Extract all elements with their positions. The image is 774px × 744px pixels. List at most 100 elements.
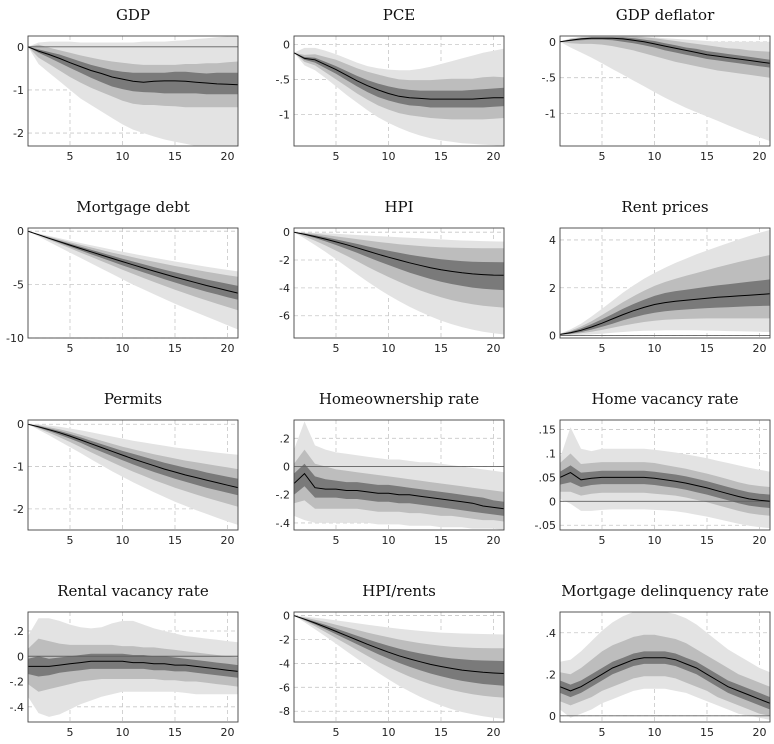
panel-10: 5 10 15 20 0 -2 -4 -6 -8 HPI/rents	[279, 582, 505, 739]
y-tick-label: .2	[546, 668, 557, 681]
y-tick-label: -1	[545, 108, 556, 121]
x-tick-label: 20	[221, 342, 235, 355]
x-tick-label: 5	[599, 726, 606, 739]
band-68-area	[560, 465, 770, 508]
x-tick-label: 20	[753, 726, 767, 739]
axes-frame	[559, 611, 771, 723]
axes-frame	[559, 419, 771, 531]
x-tick-label: 10	[382, 342, 396, 355]
x-tick-label: 20	[487, 534, 501, 547]
x-tick-label: 20	[487, 726, 501, 739]
panel-title: Mortgage debt	[76, 198, 190, 216]
y-tick-label: -1	[13, 84, 24, 97]
axes-frame	[27, 611, 239, 723]
y-tick-label: -.4	[10, 701, 24, 714]
x-tick-label: 10	[382, 534, 396, 547]
plot-area	[560, 229, 770, 337]
y-tick-label: 0	[17, 41, 24, 54]
axes-frame	[293, 611, 505, 723]
y-tick-label: -1	[13, 461, 24, 474]
panel-title: Rent prices	[621, 198, 708, 216]
x-tick-label: 15	[434, 342, 448, 355]
axes-frame	[27, 35, 239, 147]
x-tick-label: 15	[700, 150, 714, 163]
x-tick-label: 20	[221, 150, 235, 163]
x-tick-label: 10	[116, 534, 130, 547]
band-68-area	[560, 651, 770, 710]
y-tick-label: -2	[13, 503, 24, 516]
y-tick-label: -.2	[276, 489, 290, 502]
panel-0: 5 10 15 20 0 -1 -2 GDP	[13, 6, 239, 163]
x-tick-label: 10	[648, 726, 662, 739]
y-tick-label: 0	[283, 461, 290, 474]
x-tick-label: 20	[221, 534, 235, 547]
panel-3: 5 10 15 20 0 -5 -10 Mortgage debt	[6, 198, 239, 355]
x-tick-label: 10	[648, 534, 662, 547]
panel-title: GDP	[116, 6, 150, 24]
median-line	[28, 423, 238, 489]
x-tick-label: 5	[599, 534, 606, 547]
x-tick-label: 15	[700, 342, 714, 355]
band-68-area	[294, 232, 504, 291]
x-tick-label: 5	[333, 726, 340, 739]
y-tick-label: -2	[13, 127, 24, 140]
x-tick-label: 15	[168, 534, 182, 547]
band-95-area	[28, 231, 238, 330]
x-tick-label: 10	[116, 150, 130, 163]
median-line	[294, 231, 504, 276]
band-68-area	[294, 52, 504, 108]
y-tick-label: 0	[549, 36, 556, 49]
y-tick-label: -5	[13, 279, 24, 292]
axes-frame	[559, 35, 771, 147]
x-tick-label: 5	[333, 342, 340, 355]
y-tick-label: 0	[17, 418, 24, 431]
y-tick-label: 4	[549, 234, 556, 247]
panel-title: Homeownership rate	[319, 390, 479, 408]
x-tick-label: 15	[168, 342, 182, 355]
band-95-area	[28, 424, 238, 525]
y-tick-label: -4	[279, 657, 290, 670]
x-tick-label: 15	[168, 150, 182, 163]
y-tick-label: .2	[280, 432, 291, 445]
x-tick-label: 10	[382, 150, 396, 163]
median-line	[28, 660, 238, 672]
panel-title: PCE	[383, 6, 416, 24]
band-90-area	[28, 231, 238, 311]
y-tick-label: -10	[6, 332, 24, 345]
y-tick-label: -2	[279, 254, 290, 267]
panel-5: 5 10 15 20 0 2 4 Rent prices	[549, 198, 771, 355]
panel-title: Home vacancy rate	[591, 390, 738, 408]
median-line	[294, 472, 504, 510]
panel-title: Permits	[104, 390, 162, 408]
panel-title: Rental vacancy rate	[57, 582, 209, 600]
x-tick-label: 15	[434, 150, 448, 163]
panel-9: 5 10 15 20 .2 0 -.2 -.4 Rental vacancy rate	[10, 582, 239, 739]
plot-area	[560, 612, 770, 720]
x-tick-label: 20	[487, 150, 501, 163]
panel-1: 5 10 15 20 0 -.5 -1 PCE	[276, 6, 505, 163]
y-tick-label: .4	[546, 627, 557, 640]
x-tick-label: 15	[700, 534, 714, 547]
plot-area	[560, 427, 770, 529]
panel-2: 5 10 15 20 0 -.5 -1 GDP deflator	[542, 6, 771, 163]
plot-area	[28, 36, 238, 146]
median-line	[560, 293, 770, 335]
x-tick-label: 5	[67, 534, 74, 547]
x-tick-label: 5	[333, 534, 340, 547]
panel-7: 5 10 15 20 .2 0 -.2 -.4 Homeownership rate	[276, 390, 505, 547]
y-tick-label: -4	[279, 282, 290, 295]
y-tick-label: .05	[539, 471, 557, 484]
plot-area	[560, 36, 770, 141]
panel-title: GDP deflator	[616, 6, 715, 24]
band-90-area	[294, 232, 504, 308]
y-tick-label: .1	[546, 447, 557, 460]
panel-title: HPI/rents	[362, 582, 436, 600]
x-tick-label: 20	[753, 534, 767, 547]
x-tick-label: 20	[221, 726, 235, 739]
y-tick-label: -6	[279, 310, 290, 323]
band-68-area	[28, 46, 238, 95]
y-tick-label: -8	[279, 705, 290, 718]
x-tick-label: 5	[333, 150, 340, 163]
plot-area	[28, 423, 238, 525]
